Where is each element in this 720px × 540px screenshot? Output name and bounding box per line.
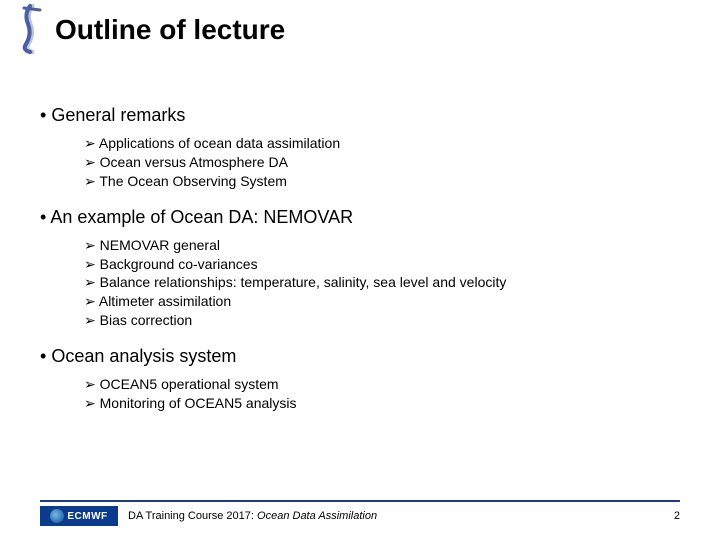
list-item: The Ocean Observing System	[84, 172, 690, 191]
list-item: Background co-variances	[84, 255, 690, 274]
section-general-remarks: General remarks Applications of ocean da…	[40, 105, 690, 191]
list-item: Bias correction	[84, 311, 690, 330]
sub-list: Applications of ocean data assimilation …	[84, 134, 690, 191]
footer: ECMWF DA Training Course 2017: Ocean Dat…	[40, 506, 680, 526]
footer-course-text: DA Training Course 2017: Ocean Data Assi…	[128, 510, 377, 522]
slide-title: Outline of lecture	[55, 14, 285, 46]
section-nemovar: An example of Ocean DA: NEMOVAR NEMOVAR …	[40, 207, 690, 330]
sub-list: OCEAN5 operational system Monitoring of …	[84, 375, 690, 413]
footer-left: ECMWF DA Training Course 2017: Ocean Dat…	[40, 506, 377, 526]
course-name: Ocean Data Assimilation	[257, 510, 377, 522]
logo-text: ECMWF	[67, 511, 107, 522]
ecmwf-logo: ECMWF	[40, 506, 118, 526]
section-heading: General remarks	[40, 105, 690, 126]
course-prefix: DA Training Course 2017:	[128, 510, 257, 522]
globe-icon	[50, 509, 64, 523]
lecture-accent-icon	[18, 4, 44, 54]
list-item: Balance relationships: temperature, sali…	[84, 273, 690, 292]
list-item: Monitoring of OCEAN5 analysis	[84, 394, 690, 413]
footer-divider	[40, 500, 680, 502]
list-item: Applications of ocean data assimilation	[84, 134, 690, 153]
list-item: OCEAN5 operational system	[84, 375, 690, 394]
section-heading: Ocean analysis system	[40, 346, 690, 367]
sub-list: NEMOVAR general Background co-variances …	[84, 236, 690, 330]
section-ocean-analysis: Ocean analysis system OCEAN5 operational…	[40, 346, 690, 413]
section-heading: An example of Ocean DA: NEMOVAR	[40, 207, 690, 228]
list-item: Ocean versus Atmosphere DA	[84, 153, 690, 172]
list-item: NEMOVAR general	[84, 236, 690, 255]
list-item: Altimeter assimilation	[84, 292, 690, 311]
content-area: General remarks Applications of ocean da…	[40, 105, 690, 429]
page-number: 2	[674, 510, 680, 522]
